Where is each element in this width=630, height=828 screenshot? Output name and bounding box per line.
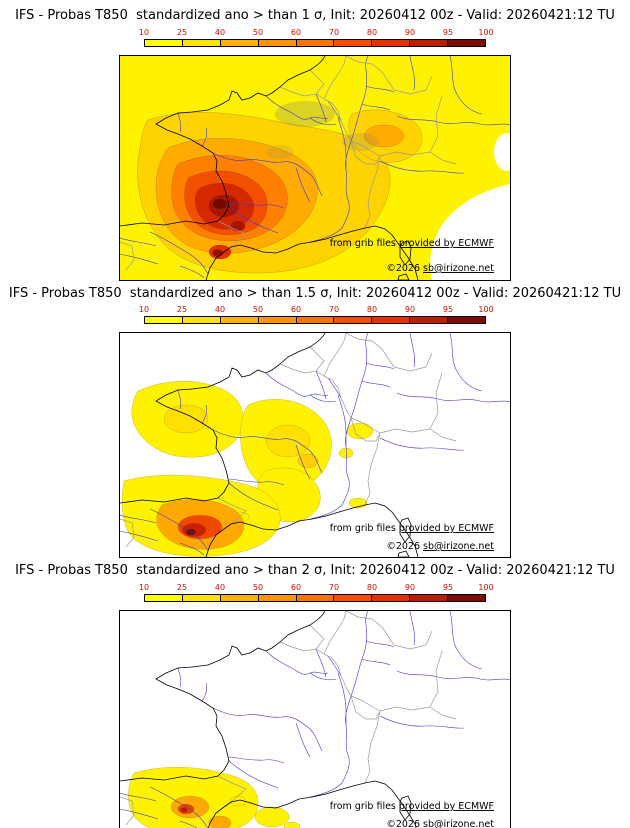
colorbar-tick: 90	[404, 27, 416, 37]
colorbar-tick: 25	[176, 582, 188, 592]
colorbar-tick: 10	[138, 27, 150, 37]
colorbar-tick: 10	[138, 582, 150, 592]
colorbar: 10 25 40 50 60 70 80 90 95 100	[139, 27, 494, 50]
map-frame: from grib files provided by ECMWF ©2026 …	[119, 332, 511, 559]
prob-shading-sigma-1	[120, 55, 510, 280]
grib-attribution: from grib files provided by ECMWF	[330, 801, 494, 812]
colorbar-segment	[410, 39, 449, 46]
ecmwf-link[interactable]: provided by ECMWF	[399, 523, 494, 534]
colorbar-segment	[220, 39, 259, 46]
panel-title: IFS - Probas T850 standardized ano > tha…	[8, 285, 622, 301]
colorbar-tick: 50	[252, 27, 264, 37]
site-link[interactable]: sb@irizone.net	[423, 819, 494, 828]
copyright-line: ©2026 sb@irizone.net	[386, 263, 494, 274]
copyright-line: ©2026 sb@irizone.net	[386, 819, 494, 828]
colorbar-segment	[372, 594, 411, 601]
colorbar-segment	[448, 39, 486, 46]
panel-title: IFS - Probas T850 standardized ano > tha…	[15, 563, 615, 579]
colorbar-segment	[372, 317, 411, 324]
ecmwf-link[interactable]: provided by ECMWF	[399, 801, 494, 812]
panel-title: IFS - Probas T850 standardized ano > tha…	[15, 8, 615, 23]
probability-map-sigma-2: from grib files provided by ECMWF ©2026 …	[120, 610, 510, 828]
colorbar-tick: 10	[138, 305, 150, 315]
colorbar-tick: 25	[176, 305, 188, 315]
colorbar-tick: 40	[214, 27, 226, 37]
colorbar: 10 25 40 50 60 70 80 90 95 100	[139, 582, 494, 605]
colorbar-gradient	[144, 593, 486, 602]
prob-shading-sigma-2	[128, 766, 301, 828]
probability-map-sigma-1: from grib files provided by ECMWF ©2026 …	[120, 55, 510, 280]
colorbar-segment	[182, 594, 221, 601]
site-link[interactable]: sb@irizone.net	[423, 541, 494, 552]
site-link[interactable]: sb@irizone.net	[423, 263, 494, 274]
colorbar-segment	[296, 317, 335, 324]
colorbar-segment	[145, 594, 183, 601]
colorbar-segment	[220, 317, 259, 324]
colorbar-ticks: 10 25 40 50 60 70 80 90 95 100	[139, 582, 494, 594]
colorbar-tick: 90	[404, 582, 416, 592]
colorbar-segment	[220, 594, 259, 601]
colorbar-segment	[145, 39, 183, 46]
colorbar-tick: 80	[366, 582, 378, 592]
ecmwf-link[interactable]: provided by ECMWF	[399, 238, 494, 249]
colorbar-tick: 70	[328, 27, 340, 37]
colorbar-tick: 100	[478, 305, 494, 315]
colorbar-gradient	[144, 38, 486, 47]
colorbar-segment	[448, 594, 486, 601]
colorbar-segment	[258, 594, 297, 601]
probability-map-sigma-1-5: from grib files provided by ECMWF ©2026 …	[120, 333, 510, 558]
colorbar-segment	[334, 594, 373, 601]
colorbar-segment	[410, 594, 449, 601]
colorbar-tick: 60	[290, 27, 302, 37]
colorbar-tick: 80	[366, 27, 378, 37]
colorbar-tick: 80	[366, 305, 378, 315]
colorbar-segment	[334, 317, 373, 324]
colorbar-tick: 60	[290, 305, 302, 315]
colorbar-gradient	[144, 316, 486, 325]
colorbar-tick: 95	[442, 305, 454, 315]
colorbar-segment	[334, 39, 373, 46]
prob-shading-sigma-1-5	[121, 381, 374, 557]
colorbar-tick: 100	[478, 582, 494, 592]
colorbar-tick: 40	[214, 305, 226, 315]
colorbar-segment	[258, 317, 297, 324]
colorbar-segment	[372, 39, 411, 46]
colorbar-segment	[145, 317, 183, 324]
colorbar-segment	[182, 317, 221, 324]
map-frame: from grib files provided by ECMWF ©2026 …	[119, 609, 511, 828]
colorbar-ticks: 10 25 40 50 60 70 80 90 95 100	[139, 27, 494, 39]
colorbar-tick: 50	[252, 582, 264, 592]
colorbar-tick: 100	[478, 27, 494, 37]
colorbar-segment	[410, 317, 449, 324]
colorbar-tick: 70	[328, 305, 340, 315]
colorbar-tick: 95	[442, 582, 454, 592]
colorbar-segment	[296, 39, 335, 46]
copyright-line: ©2026 sb@irizone.net	[386, 541, 494, 552]
colorbar: 10 25 40 50 60 70 80 90 95 100	[139, 305, 494, 327]
colorbar-segment	[258, 39, 297, 46]
colorbar-ticks: 10 25 40 50 60 70 80 90 95 100	[139, 305, 494, 316]
colorbar-tick: 50	[252, 305, 264, 315]
panel-sigma-1-5: IFS - Probas T850 standardized ano > tha…	[0, 284, 630, 559]
panel-sigma-1: IFS - Probas T850 standardized ano > tha…	[0, 6, 630, 281]
map-frame: from grib files provided by ECMWF ©2026 …	[119, 54, 511, 281]
colorbar-tick: 25	[176, 27, 188, 37]
colorbar-tick: 90	[404, 305, 416, 315]
panel-sigma-2: IFS - Probas T850 standardized ano > tha…	[0, 561, 630, 828]
colorbar-tick: 95	[442, 27, 454, 37]
colorbar-segment	[296, 594, 335, 601]
grib-attribution: from grib files provided by ECMWF	[330, 238, 494, 249]
colorbar-tick: 60	[290, 582, 302, 592]
colorbar-segment	[182, 39, 221, 46]
colorbar-segment	[448, 317, 486, 324]
grib-attribution: from grib files provided by ECMWF	[330, 523, 494, 534]
colorbar-tick: 40	[214, 582, 226, 592]
colorbar-tick: 70	[328, 582, 340, 592]
